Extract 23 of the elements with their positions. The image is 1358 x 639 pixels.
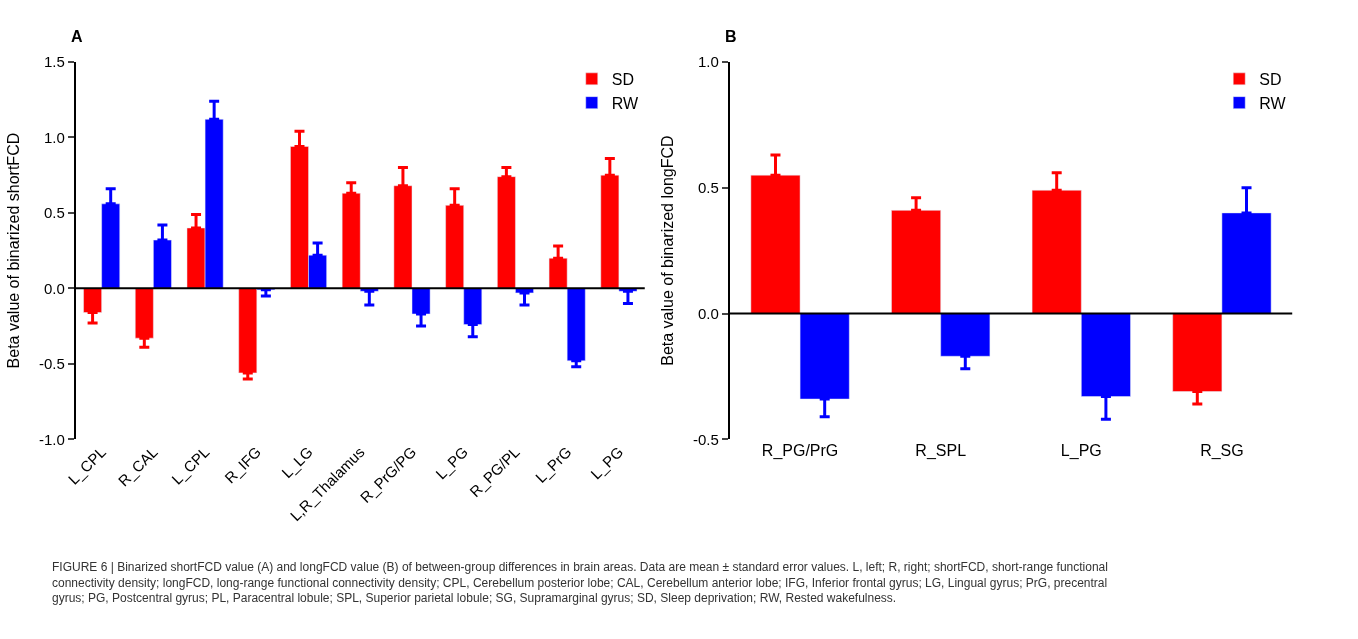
y-tick-label: 1.0 bbox=[697, 53, 719, 71]
legend-label: RW bbox=[611, 94, 640, 112]
text: B bbox=[725, 28, 737, 45]
x-tick-label: R_PG/PrG bbox=[761, 442, 839, 461]
y-tick-label: 0.5 bbox=[697, 178, 719, 196]
legend-label: RW bbox=[1259, 94, 1287, 112]
x-tick-label: R_SPL bbox=[915, 442, 967, 461]
text: A bbox=[71, 28, 83, 45]
y-tick-label: 1.5 bbox=[43, 53, 65, 71]
legend-label: SD bbox=[611, 71, 634, 89]
y-tick-label: 0.0 bbox=[43, 279, 65, 297]
caption: FIGURE 6 | Binarized shortFCD value (A) and longFCD value (B) of between-group differences in brain areas. Data are mean ± standard error values. L, left; R, right; shortFCD, short-range functional connectivity density; longFCD, long-range functional connectivity density; CPL, Cerebellum posterior lobe; CAL, Cerebellum anterior lobe; IFG, Inferior frontal gyrus; LG, Lingual gyrus; PrG, precentral gyrus; PG, Postcentral gyrus; PL, Paracentral lobule; SPL, Superior parietal lobule; SG, Supramarginal gyrus; SD, Sleep deprivation; RW, Rested wakefulness. bbox=[52, 560, 1108, 606]
y-tick-label: -0.5 bbox=[38, 355, 65, 373]
y-tick-label: -1.0 bbox=[38, 430, 65, 448]
y-tick-label: 0.5 bbox=[43, 204, 65, 222]
y-axis-title: Beta value of binarized longFCD bbox=[659, 135, 677, 366]
y-tick-label: 1.0 bbox=[43, 128, 65, 146]
x-tick-label: L_PG bbox=[1060, 442, 1102, 461]
y-tick-label: -0.5 bbox=[692, 430, 719, 448]
y-axis-title: Beta value of binarized shortFCD bbox=[5, 132, 23, 369]
x-tick-label: R_SG bbox=[1200, 442, 1244, 461]
y-tick-label: 0.0 bbox=[697, 304, 719, 322]
legend-label: SD bbox=[1259, 71, 1282, 89]
